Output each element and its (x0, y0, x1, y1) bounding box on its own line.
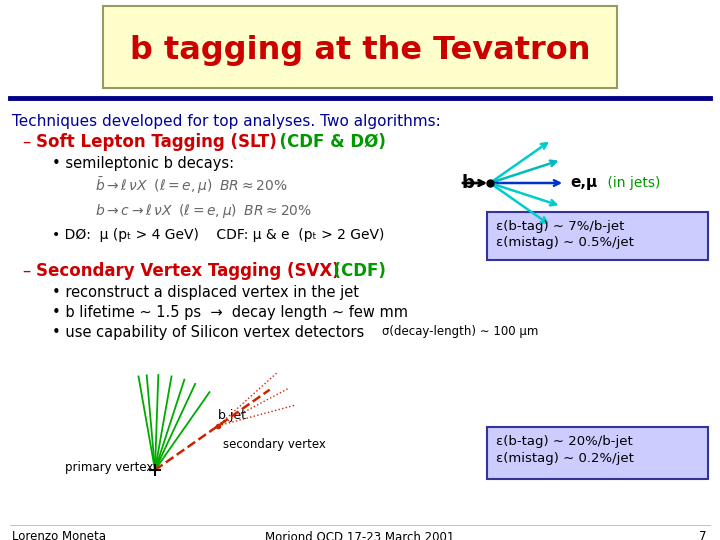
Text: b jet: b jet (218, 409, 246, 422)
FancyBboxPatch shape (103, 6, 617, 88)
FancyBboxPatch shape (487, 427, 708, 479)
Text: b tagging at the Tevatron: b tagging at the Tevatron (130, 35, 590, 65)
Text: b: b (461, 174, 474, 192)
Text: secondary vertex: secondary vertex (223, 438, 326, 451)
Text: ε(mistag) ∼ 0.2%/jet: ε(mistag) ∼ 0.2%/jet (496, 452, 634, 465)
FancyBboxPatch shape (487, 212, 708, 260)
Text: $\bar{b} \rightarrow \ell\,\nu X\;\;(\ell = e,\mu)\;\;BR \approx 20\%$: $\bar{b} \rightarrow \ell\,\nu X\;\;(\el… (95, 175, 287, 196)
Text: • reconstruct a displaced vertex in the jet: • reconstruct a displaced vertex in the … (52, 285, 359, 300)
Text: primary vertex: primary vertex (65, 462, 153, 475)
Text: • DØ:  μ (pₜ > 4 GeV)    CDF: μ & e  (pₜ > 2 GeV): • DØ: μ (pₜ > 4 GeV) CDF: μ & e (pₜ > 2 … (52, 228, 384, 242)
Text: (CDF): (CDF) (322, 262, 386, 280)
Text: Secondary Vertex Tagging (SVX): Secondary Vertex Tagging (SVX) (36, 262, 340, 280)
Text: –: – (22, 133, 30, 151)
Text: (CDF & DØ): (CDF & DØ) (268, 133, 386, 151)
Text: • use capability of Silicon vertex detectors: • use capability of Silicon vertex detec… (52, 325, 364, 340)
Text: Techniques developed for top analyses. Two algorithms:: Techniques developed for top analyses. T… (12, 114, 441, 129)
Text: (in jets): (in jets) (603, 176, 660, 190)
Text: Lorenzo Moneta: Lorenzo Moneta (12, 530, 106, 540)
Text: 7: 7 (698, 530, 706, 540)
Text: • semileptonic b decays:: • semileptonic b decays: (52, 156, 234, 171)
Text: • b lifetime ∼ 1.5 ps  →  decay length ∼ few mm: • b lifetime ∼ 1.5 ps → decay length ∼ f… (52, 305, 408, 320)
Text: ε(b-tag) ∼ 20%/b-jet: ε(b-tag) ∼ 20%/b-jet (496, 435, 633, 448)
Text: ε(b-tag) ∼ 7%/b-jet: ε(b-tag) ∼ 7%/b-jet (496, 220, 624, 233)
Text: –: – (22, 262, 30, 280)
Text: ε(mistag) ∼ 0.5%/jet: ε(mistag) ∼ 0.5%/jet (496, 236, 634, 249)
Text: $b \rightarrow c \rightarrow \ell\,\nu X\;\;(\ell = e,\mu)\;\;BR \approx 20\%$: $b \rightarrow c \rightarrow \ell\,\nu X… (95, 202, 312, 220)
Text: Soft Lepton Tagging (SLT): Soft Lepton Tagging (SLT) (36, 133, 276, 151)
Text: σ(decay-length) ∼ 100 μm: σ(decay-length) ∼ 100 μm (382, 325, 539, 338)
Text: Moriond QCD 17-23 March 2001: Moriond QCD 17-23 March 2001 (265, 530, 455, 540)
Text: e,μ: e,μ (570, 176, 597, 191)
